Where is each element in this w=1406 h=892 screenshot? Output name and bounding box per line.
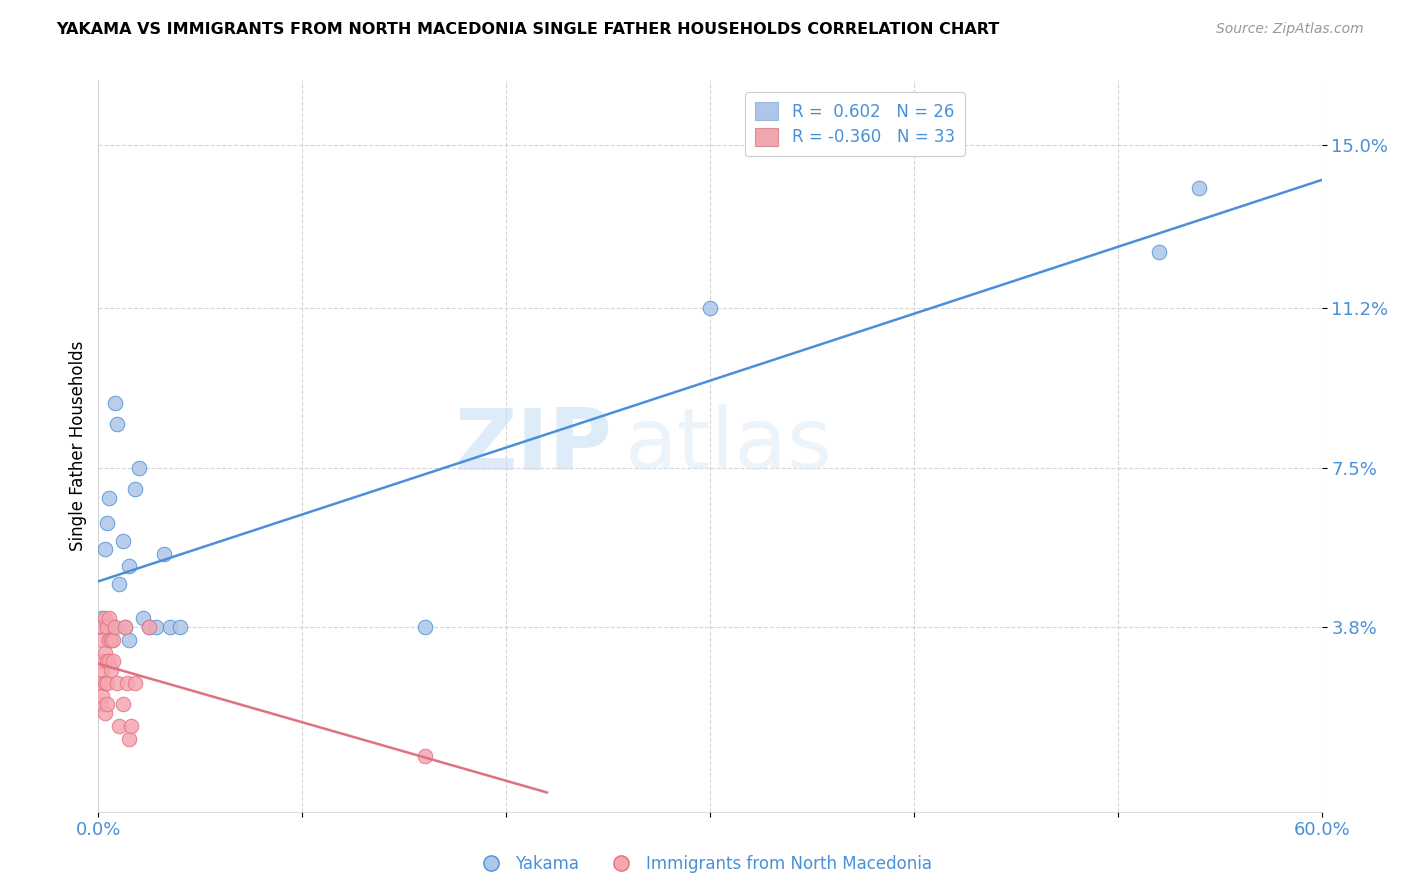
- Point: [124, 482, 146, 496]
- Point: [132, 611, 155, 625]
- Point: [108, 576, 131, 591]
- Point: [699, 301, 721, 316]
- Point: [128, 460, 150, 475]
- Point: [97, 632, 120, 647]
- Point: [118, 559, 141, 574]
- Point: [89, 675, 111, 690]
- Point: [104, 620, 127, 634]
- Point: [138, 620, 160, 634]
- Point: [1147, 245, 1170, 260]
- Point: [91, 611, 114, 625]
- Point: [124, 675, 146, 690]
- Point: [100, 632, 122, 647]
- Text: ZIP: ZIP: [454, 404, 612, 488]
- Point: [145, 620, 167, 634]
- Point: [93, 646, 115, 660]
- Point: [91, 620, 114, 634]
- Point: [138, 620, 160, 634]
- Point: [118, 731, 141, 746]
- Legend: R =  0.602   N = 26, R = -0.360   N = 33: R = 0.602 N = 26, R = -0.360 N = 33: [745, 92, 965, 156]
- Point: [97, 611, 120, 625]
- Point: [91, 632, 114, 647]
- Text: Source: ZipAtlas.com: Source: ZipAtlas.com: [1216, 22, 1364, 37]
- Point: [101, 620, 124, 634]
- Point: [100, 663, 122, 677]
- Point: [115, 675, 138, 690]
- Point: [1188, 181, 1211, 195]
- Point: [97, 654, 120, 668]
- Point: [114, 620, 136, 634]
- Point: [120, 719, 142, 733]
- Point: [89, 697, 111, 711]
- Point: [100, 632, 122, 647]
- Point: [108, 719, 131, 733]
- Point: [114, 620, 136, 634]
- Text: YAKAMA VS IMMIGRANTS FROM NORTH MACEDONIA SINGLE FATHER HOUSEHOLDS CORRELATION C: YAKAMA VS IMMIGRANTS FROM NORTH MACEDONI…: [56, 22, 1000, 37]
- Point: [118, 632, 141, 647]
- Point: [91, 663, 114, 677]
- Point: [97, 491, 120, 505]
- Point: [96, 675, 118, 690]
- Point: [96, 620, 118, 634]
- Point: [111, 697, 134, 711]
- Point: [96, 654, 118, 668]
- Point: [91, 620, 114, 634]
- Point: [93, 542, 115, 557]
- Legend: Yakama, Immigrants from North Macedonia: Yakama, Immigrants from North Macedonia: [467, 848, 939, 880]
- Point: [89, 654, 111, 668]
- Point: [101, 654, 124, 668]
- Point: [159, 620, 181, 634]
- Point: [105, 675, 128, 690]
- Point: [413, 620, 436, 634]
- Point: [96, 516, 118, 531]
- Point: [93, 706, 115, 720]
- Point: [413, 748, 436, 763]
- Point: [93, 611, 115, 625]
- Y-axis label: Single Father Households: Single Father Households: [69, 341, 87, 551]
- Point: [91, 689, 114, 703]
- Point: [105, 417, 128, 432]
- Point: [104, 396, 127, 410]
- Point: [96, 697, 118, 711]
- Point: [169, 620, 191, 634]
- Point: [111, 533, 134, 548]
- Point: [93, 675, 115, 690]
- Point: [152, 547, 174, 561]
- Point: [101, 632, 124, 647]
- Text: atlas: atlas: [624, 404, 832, 488]
